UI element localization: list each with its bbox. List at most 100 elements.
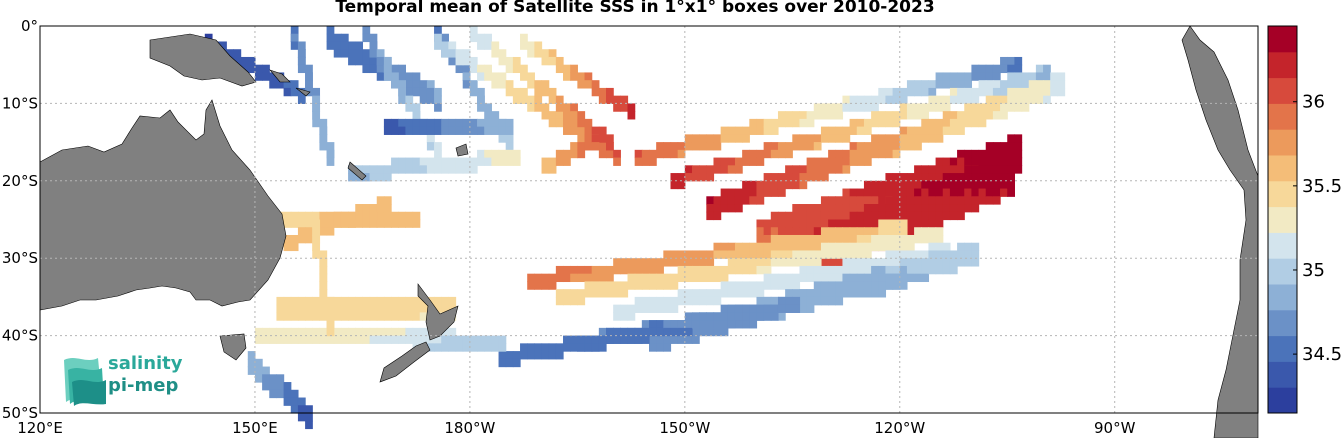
sss-cell <box>727 204 736 213</box>
sss-cell <box>1021 95 1030 104</box>
sss-cell <box>534 41 543 50</box>
sss-cell <box>606 87 614 97</box>
sss-cell <box>720 134 729 143</box>
sss-cell <box>914 219 922 228</box>
sss-cell <box>849 95 858 104</box>
sss-cell <box>813 273 822 283</box>
sss-cell <box>555 289 564 298</box>
sss-cell <box>305 327 313 337</box>
sss-cell <box>405 103 414 112</box>
sss-cell <box>319 142 328 151</box>
sss-cell <box>290 335 299 344</box>
sss-cell <box>842 289 851 298</box>
x-tick-label: 90°W <box>1094 419 1136 437</box>
sss-cell <box>899 258 908 267</box>
sss-cell <box>742 320 750 329</box>
sss-cell <box>949 204 958 213</box>
sss-cell <box>670 281 679 290</box>
sss-cell <box>899 188 908 197</box>
sss-cell <box>906 87 915 97</box>
sss-cell <box>634 335 643 344</box>
sss-cell <box>835 126 844 135</box>
sss-cell <box>290 312 299 321</box>
sss-cell <box>362 211 371 221</box>
sss-cell <box>763 265 772 275</box>
sss-cell <box>670 335 679 344</box>
sss-cell <box>928 188 937 197</box>
sss-cell <box>935 118 944 128</box>
sss-cell <box>921 204 930 213</box>
sss-cell <box>527 80 535 89</box>
sss-cell <box>319 296 328 306</box>
sss-cell <box>863 242 872 252</box>
sss-cell <box>964 103 973 112</box>
sss-cell <box>706 250 715 259</box>
sss-cell <box>254 327 263 337</box>
sss-cell <box>942 103 951 112</box>
sss-cell <box>763 296 772 306</box>
sss-cell <box>262 374 270 383</box>
sss-cell <box>921 87 930 97</box>
sss-cell <box>441 296 449 306</box>
sss-cell <box>763 250 772 259</box>
sss-cell <box>806 165 815 174</box>
sss-cell <box>613 312 621 321</box>
sss-cell <box>964 111 973 120</box>
sss-cell <box>477 126 485 135</box>
sss-cell <box>799 296 808 306</box>
sss-cell <box>326 227 335 236</box>
sss-cell <box>305 234 313 244</box>
sss-cell <box>570 289 578 298</box>
sss-cell <box>426 87 435 97</box>
sss-cell <box>584 343 593 352</box>
sss-cell <box>871 188 879 197</box>
sss-cell <box>620 304 629 313</box>
sss-cell <box>820 227 829 236</box>
sss-cell <box>355 219 364 228</box>
sss-cell <box>684 296 693 306</box>
sss-cell <box>1000 95 1008 104</box>
sss-cell <box>763 227 772 236</box>
sss-cell <box>792 111 801 120</box>
sss-cell <box>405 72 414 81</box>
sss-cell <box>756 281 765 290</box>
sss-cell <box>577 118 586 128</box>
sss-cell <box>398 64 406 74</box>
sss-cell <box>670 320 679 329</box>
sss-cell <box>534 80 543 89</box>
sss-cell <box>398 296 406 306</box>
sss-cell <box>555 111 564 120</box>
sss-cell <box>706 134 715 143</box>
sss-cell <box>319 250 328 259</box>
sss-cell <box>942 211 951 221</box>
sss-cell <box>297 234 306 244</box>
sss-cell <box>577 80 586 89</box>
sss-cell <box>820 134 829 143</box>
sss-cell <box>663 250 672 259</box>
sss-cell <box>871 111 879 120</box>
sss-cell <box>312 219 321 228</box>
sss-cell <box>842 211 851 221</box>
sss-cell <box>813 250 822 259</box>
sss-cell <box>949 111 958 120</box>
sss-cell <box>849 258 858 267</box>
land-masses <box>39 25 1259 438</box>
sss-cell <box>348 304 356 313</box>
sss-cell <box>656 304 664 313</box>
sss-cell <box>949 157 958 166</box>
sss-cell <box>785 118 793 128</box>
sss-cell <box>1014 80 1023 89</box>
sss-cell <box>512 87 521 97</box>
sss-cell <box>871 219 879 228</box>
sss-cell <box>742 258 750 267</box>
sss-cell <box>856 273 865 283</box>
sss-cell <box>276 327 285 337</box>
sss-cell <box>319 134 328 143</box>
sss-cell <box>434 335 442 344</box>
sss-cell <box>985 196 994 205</box>
sss-cell <box>505 118 514 128</box>
sss-cell <box>914 87 922 97</box>
sss-cell <box>1007 188 1015 197</box>
sss-cell <box>684 142 693 151</box>
